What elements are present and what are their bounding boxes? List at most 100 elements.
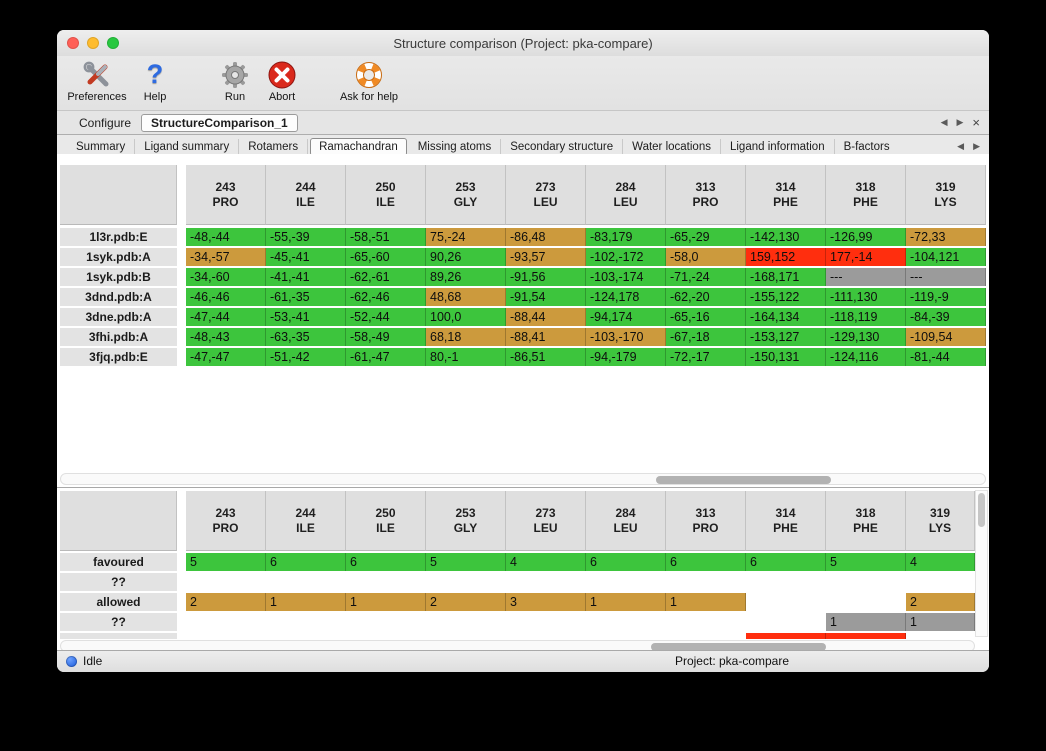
value-cell[interactable]: -47,-47 <box>186 348 266 366</box>
value-cell[interactable]: 1 <box>586 593 666 611</box>
next-tab-icon[interactable]: ▶ <box>956 117 964 127</box>
value-cell[interactable]: -63,-35 <box>266 328 346 346</box>
value-cell[interactable]: -58,-49 <box>346 328 426 346</box>
tab-structurecomparison-1[interactable]: StructureComparison_1 <box>141 113 298 132</box>
value-cell[interactable]: -46,-46 <box>186 288 266 306</box>
value-cell[interactable]: -61,-35 <box>266 288 346 306</box>
subtab-ligand-information[interactable]: Ligand information <box>721 138 835 155</box>
prev-subtab-icon[interactable]: ◀ <box>957 141 965 151</box>
value-cell[interactable]: -61,-47 <box>346 348 426 366</box>
subtab-summary[interactable]: Summary <box>67 138 136 155</box>
value-cell[interactable]: -65,-60 <box>346 248 426 266</box>
value-cell[interactable]: 80,-1 <box>426 348 506 366</box>
value-cell[interactable]: -62,-61 <box>346 268 426 286</box>
value-cell[interactable]: 75,-24 <box>426 228 506 246</box>
value-cell[interactable]: -48,-43 <box>186 328 266 346</box>
value-cell[interactable]: -72,-17 <box>666 348 746 366</box>
value-cell[interactable]: -109,54 <box>906 328 986 346</box>
value-cell[interactable]: 6 <box>346 553 426 571</box>
value-cell[interactable]: -48,-44 <box>186 228 266 246</box>
summary-vertical-scrollbar-thumb[interactable] <box>978 493 985 527</box>
value-cell[interactable]: -155,122 <box>746 288 826 306</box>
value-cell[interactable]: -34,-60 <box>186 268 266 286</box>
value-cell[interactable]: 90,26 <box>426 248 506 266</box>
value-cell[interactable]: 2 <box>426 593 506 611</box>
value-cell[interactable]: -129,130 <box>826 328 906 346</box>
value-cell[interactable]: -47,-44 <box>186 308 266 326</box>
bottom-horizontal-scrollbar-thumb[interactable] <box>651 643 826 651</box>
value-cell[interactable]: -88,41 <box>506 328 586 346</box>
value-cell[interactable]: -150,131 <box>746 348 826 366</box>
value-cell[interactable]: -45,-41 <box>266 248 346 266</box>
summary-vertical-scrollbar[interactable] <box>975 490 988 637</box>
subtab-water-locations[interactable]: Water locations <box>623 138 721 155</box>
top-horizontal-scrollbar-thumb[interactable] <box>656 476 831 484</box>
value-cell[interactable]: -67,-18 <box>666 328 746 346</box>
value-cell[interactable]: 89,26 <box>426 268 506 286</box>
value-cell[interactable]: -41,-41 <box>266 268 346 286</box>
subtab-secondary-structure[interactable]: Secondary structure <box>501 138 624 155</box>
value-cell[interactable]: -142,130 <box>746 228 826 246</box>
value-cell[interactable]: -55,-39 <box>266 228 346 246</box>
value-cell[interactable]: -72,33 <box>906 228 986 246</box>
value-cell[interactable]: 5 <box>426 553 506 571</box>
ask-for-help-button[interactable]: Ask for help <box>327 58 411 103</box>
value-cell[interactable]: -81,-44 <box>906 348 986 366</box>
value-cell[interactable]: -71,-24 <box>666 268 746 286</box>
value-cell[interactable]: -164,134 <box>746 308 826 326</box>
value-cell[interactable]: 6 <box>586 553 666 571</box>
value-cell[interactable]: -91,56 <box>506 268 586 286</box>
value-cell[interactable]: -86,51 <box>506 348 586 366</box>
value-cell[interactable]: -65,-29 <box>666 228 746 246</box>
next-subtab-icon[interactable]: ▶ <box>973 141 980 151</box>
value-cell[interactable]: 4 <box>506 553 586 571</box>
close-window-button[interactable] <box>67 37 79 49</box>
value-cell[interactable]: -51,-42 <box>266 348 346 366</box>
value-cell[interactable]: --- <box>906 268 986 286</box>
value-cell[interactable]: 159,152 <box>746 248 826 266</box>
value-cell[interactable]: -104,121 <box>906 248 986 266</box>
value-cell[interactable]: -58,-51 <box>346 228 426 246</box>
value-cell[interactable]: 5 <box>826 553 906 571</box>
value-cell[interactable] <box>746 633 826 639</box>
minimize-window-button[interactable] <box>87 37 99 49</box>
value-cell[interactable]: -102,-172 <box>586 248 666 266</box>
value-cell[interactable]: -58,0 <box>666 248 746 266</box>
value-cell[interactable]: -124,178 <box>586 288 666 306</box>
value-cell[interactable]: 1 <box>906 613 975 631</box>
value-cell[interactable]: 177,-14 <box>826 248 906 266</box>
value-cell[interactable]: -126,99 <box>826 228 906 246</box>
value-cell[interactable]: -65,-16 <box>666 308 746 326</box>
value-cell[interactable]: 4 <box>906 553 975 571</box>
value-cell[interactable]: 48,68 <box>426 288 506 306</box>
value-cell[interactable]: 2 <box>186 593 266 611</box>
value-cell[interactable]: -118,119 <box>826 308 906 326</box>
value-cell[interactable]: 1 <box>826 613 906 631</box>
subtab-b-factors[interactable]: B-factors <box>843 140 890 153</box>
value-cell[interactable]: 1 <box>346 593 426 611</box>
value-cell[interactable]: -52,-44 <box>346 308 426 326</box>
value-cell[interactable]: 68,18 <box>426 328 506 346</box>
value-cell[interactable]: -62,-46 <box>346 288 426 306</box>
value-cell[interactable]: 1 <box>666 593 746 611</box>
tab-configure[interactable]: Configure <box>79 115 132 130</box>
value-cell[interactable]: -91,54 <box>506 288 586 306</box>
value-cell[interactable]: --- <box>826 268 906 286</box>
value-cell[interactable]: -84,-39 <box>906 308 986 326</box>
value-cell[interactable]: 100,0 <box>426 308 506 326</box>
close-tab-icon[interactable]: × <box>972 115 980 130</box>
value-cell[interactable]: 6 <box>266 553 346 571</box>
value-cell[interactable]: 2 <box>906 593 975 611</box>
subtab-ramachandran[interactable]: Ramachandran <box>310 137 407 156</box>
value-cell[interactable]: -34,-57 <box>186 248 266 266</box>
value-cell[interactable]: -168,171 <box>746 268 826 286</box>
value-cell[interactable]: -62,-20 <box>666 288 746 306</box>
value-cell[interactable]: 5 <box>186 553 266 571</box>
preferences-button[interactable]: Preferences <box>61 58 133 103</box>
subtab-missing-atoms[interactable]: Missing atoms <box>409 138 502 155</box>
value-cell[interactable]: 1 <box>266 593 346 611</box>
value-cell[interactable]: -94,174 <box>586 308 666 326</box>
value-cell[interactable]: -53,-41 <box>266 308 346 326</box>
top-horizontal-scrollbar[interactable] <box>60 473 986 485</box>
value-cell[interactable]: -119,-9 <box>906 288 986 306</box>
